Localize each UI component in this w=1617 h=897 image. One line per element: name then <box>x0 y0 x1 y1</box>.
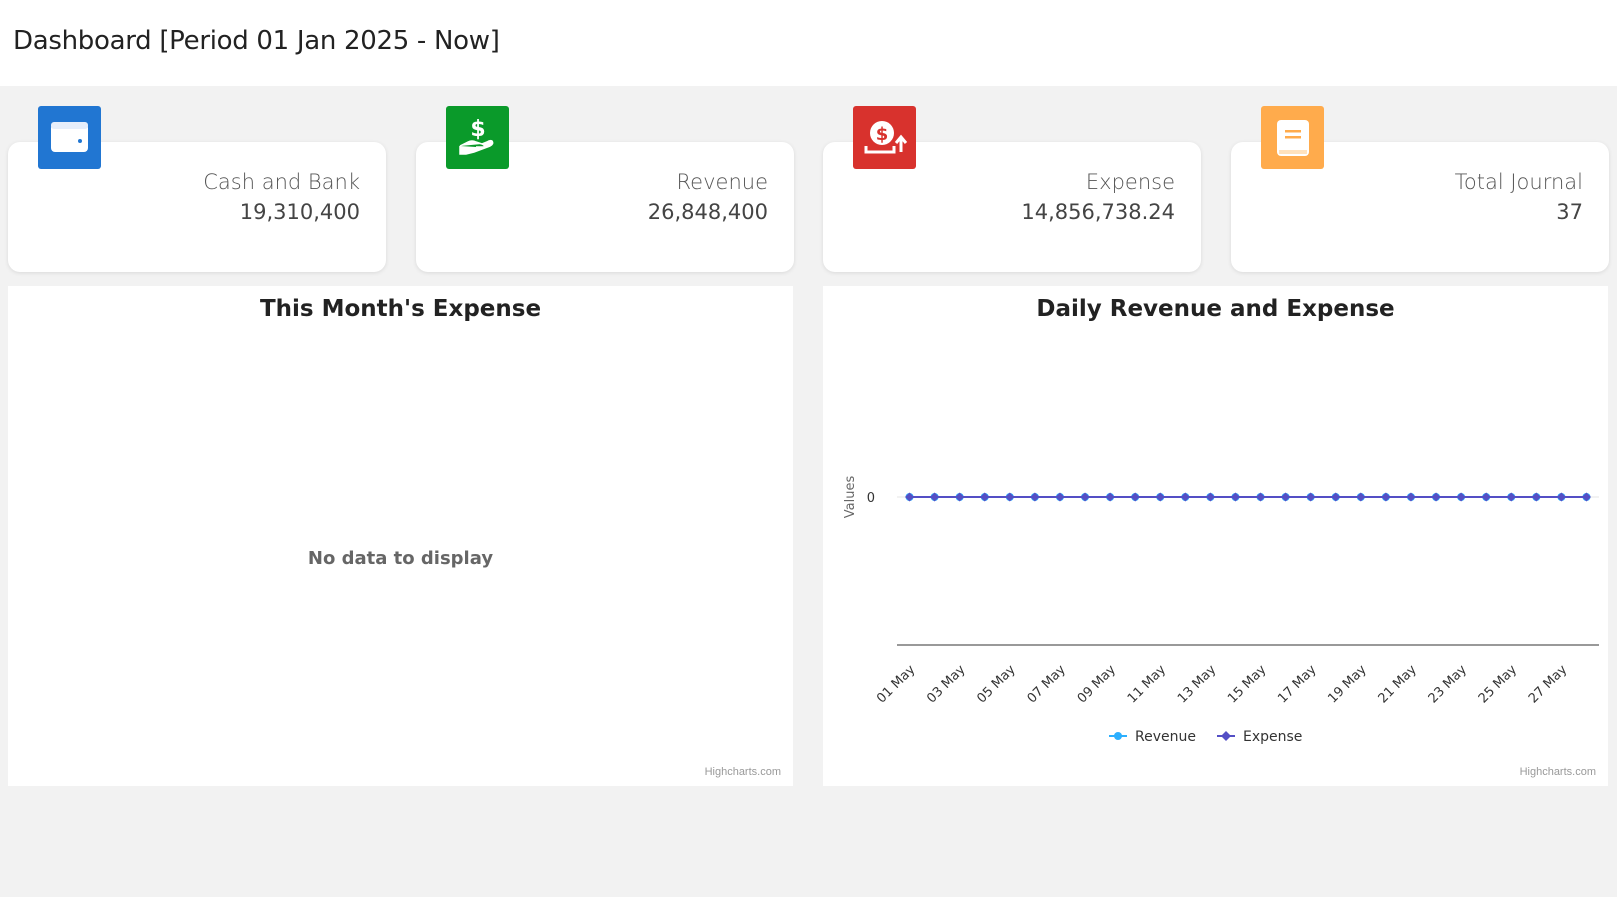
no-data-message: No data to display <box>307 548 494 569</box>
chart-title: Daily Revenue and Expense <box>1036 296 1395 322</box>
x-tick-label: 11 May <box>1125 662 1169 706</box>
expense-point <box>1356 492 1366 502</box>
x-tick-label: 27 May <box>1526 662 1570 706</box>
journal-book-icon <box>1261 106 1324 169</box>
x-tick-label: 19 May <box>1325 662 1369 706</box>
chart-title: This Month's Expense <box>259 296 542 322</box>
x-tick-label: 13 May <box>1175 662 1219 706</box>
expense-point <box>1381 492 1391 502</box>
x-tick-label: 09 May <box>1075 662 1119 706</box>
y-axis-title: Values <box>843 476 858 519</box>
card-value: 19,310,400 <box>239 200 360 224</box>
expense-point <box>1230 492 1240 502</box>
page-title: Dashboard [Period 01 Jan 2025 - Now] <box>13 26 500 56</box>
legend-item-revenue[interactable]: Revenue <box>1135 729 1196 745</box>
legend-item-expense[interactable]: Expense <box>1243 729 1302 745</box>
expense-point <box>1481 492 1491 502</box>
x-tick-label: 21 May <box>1376 662 1420 706</box>
y-tick-label: 0 <box>867 491 875 506</box>
expense-point <box>1155 492 1165 502</box>
daily-revenue-expense-chart: 0 Values 01 May 03 May 05 May 07 May 09 May 11 … <box>843 476 1599 745</box>
card-value: 37 <box>1556 200 1583 224</box>
card-label: Revenue <box>676 170 768 194</box>
expense-point <box>1306 492 1316 502</box>
card-label: Cash and Bank <box>203 170 360 194</box>
expense-point <box>1205 492 1215 502</box>
card-label: Expense <box>1085 170 1175 194</box>
wallet-icon <box>38 106 101 169</box>
expense-point <box>1581 492 1591 502</box>
x-tick-label: 05 May <box>974 662 1018 706</box>
svg-text:$: $ <box>470 117 485 142</box>
expense-card[interactable]: Expense 14,856,738.24 <box>823 142 1201 272</box>
daily-revenue-expense-panel: Daily Revenue and Expense 0 Values 01 May 0… <box>823 286 1608 786</box>
expense-point <box>1030 492 1040 502</box>
card-label: Total Journal <box>1454 170 1583 194</box>
highcharts-credit[interactable]: Highcharts.com <box>1519 766 1596 778</box>
expense-point <box>1105 492 1115 502</box>
x-tick-label: 23 May <box>1426 662 1470 706</box>
expense-point <box>980 492 990 502</box>
expense-point <box>930 492 940 502</box>
revenue-card[interactable]: Revenue 26,848,400 <box>416 142 794 272</box>
x-tick-label: 07 May <box>1025 662 1069 706</box>
card-value: 14,856,738.24 <box>1021 200 1175 224</box>
expense-point <box>955 492 965 502</box>
this-month-expense-chart: This Month's Expense No data to display … <box>8 286 793 786</box>
expense-point <box>1130 492 1140 502</box>
highcharts-credit[interactable]: Highcharts.com <box>704 766 781 778</box>
expense-point <box>1456 492 1466 502</box>
card-value: 26,848,400 <box>647 200 768 224</box>
expense-point <box>1556 492 1566 502</box>
money-out-icon: $ <box>853 106 916 169</box>
expense-point <box>1431 492 1441 502</box>
legend-marker-revenue <box>1114 732 1122 740</box>
x-tick-label: 17 May <box>1275 662 1319 706</box>
expense-point <box>1506 492 1516 502</box>
x-tick-label: 03 May <box>924 662 968 706</box>
expense-point <box>1531 492 1541 502</box>
hand-money-icon: $ <box>446 106 509 169</box>
expense-point <box>1281 492 1291 502</box>
expense-point <box>1005 492 1015 502</box>
expense-point <box>1256 492 1266 502</box>
page-header: Dashboard [Period 01 Jan 2025 - Now] <box>0 0 1617 86</box>
x-tick-label: 15 May <box>1225 662 1269 706</box>
svg-text:$: $ <box>875 124 888 145</box>
x-tick-label: 25 May <box>1476 662 1520 706</box>
expense-point <box>1080 492 1090 502</box>
legend-marker-expense <box>1221 731 1231 741</box>
x-tick-label: 01 May <box>874 662 918 706</box>
expense-point <box>1180 492 1190 502</box>
expense-point <box>1406 492 1416 502</box>
expense-point <box>1331 492 1341 502</box>
expense-point <box>1055 492 1065 502</box>
expense-point <box>905 492 915 502</box>
